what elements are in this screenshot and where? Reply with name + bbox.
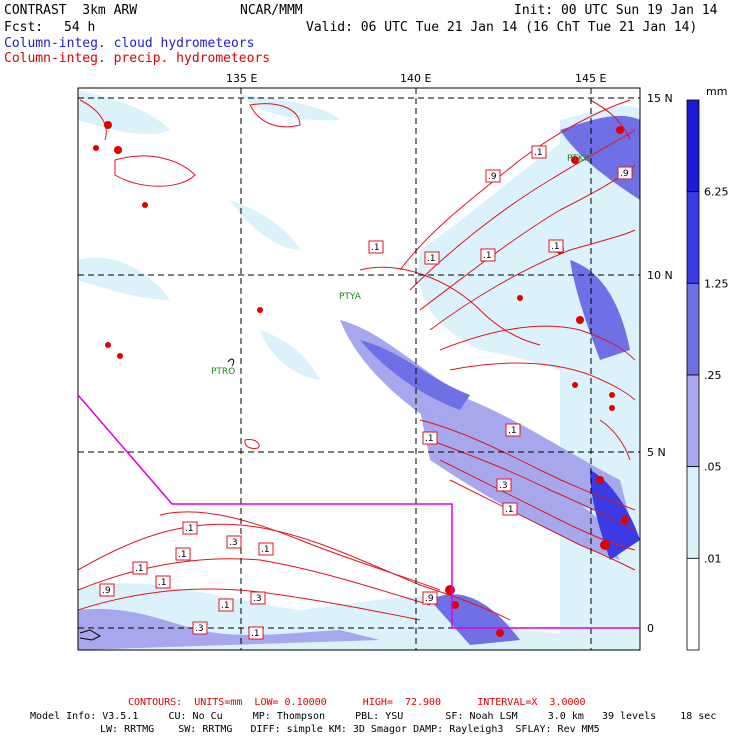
cloud-hydrometeor-shading [78, 90, 640, 650]
contour-label: .1 [508, 426, 517, 436]
contour-label-box [485, 169, 501, 183]
field-precip-title: Column-integ. precip. hydrometeors [4, 51, 271, 66]
contour-label: .1 [135, 564, 144, 574]
contour-label-box [192, 621, 208, 635]
contour-label: .1 [427, 254, 436, 264]
contour-label-box [250, 591, 266, 605]
colorbar-swatch [686, 557, 700, 651]
station-ptro: PTRO [211, 367, 235, 377]
colorbar-swatch [686, 191, 700, 284]
contour-label-box [248, 626, 264, 640]
contour-label: .9 [425, 594, 434, 604]
contour-label-box [182, 521, 198, 535]
contour-label-box [496, 478, 512, 492]
precip-maxima [93, 121, 629, 637]
contour-label: .1 [371, 243, 380, 253]
center-title: NCAR/MMM [240, 3, 303, 18]
field-cloud-title: Column-integ. cloud hydrometeors [4, 36, 255, 51]
contour-label-box [422, 591, 438, 605]
contour-label: .1 [185, 524, 194, 534]
colorbar-swatch [686, 466, 700, 559]
colorbar-label: 1.25 [704, 277, 729, 290]
contour-label-box [132, 561, 148, 575]
model-title: CONTRAST 3km ARW [4, 3, 138, 18]
physics-info: LW: RRTMG SW: RRTMG DIFF: simple KM: 3D … [100, 724, 600, 735]
contour-label-box [258, 542, 274, 556]
colorbar-unit: mm [706, 85, 727, 98]
contour-label: .1 [261, 545, 270, 555]
contour-label: .9 [102, 586, 111, 596]
contour-label: .3 [499, 481, 508, 491]
contour-label-box [368, 240, 384, 254]
map-frame [77, 87, 641, 651]
precip-contours [78, 99, 636, 621]
contour-label: .9 [488, 172, 497, 182]
colorbar-swatch [686, 374, 700, 468]
lat-lon-grid [78, 88, 640, 650]
model-info: Model Info: V3.5.1 CU: No Cu MP: Thompso… [30, 711, 717, 722]
contour-info: CONTOURS: UNITS=mm LOW= 0.10000 HIGH= 72… [128, 697, 586, 708]
contour-label: .9 [620, 169, 629, 179]
contour-label-box [226, 535, 242, 549]
contour-label-box [99, 583, 115, 597]
contour-label-box [617, 166, 633, 180]
contour-label-box [502, 502, 518, 516]
lon-label-140: 140 E [400, 72, 431, 85]
contour-label-box [422, 431, 438, 445]
colorbar-label: .25 [704, 369, 722, 382]
fcst-label: Fcst: [4, 20, 44, 35]
contour-label-box [155, 575, 171, 589]
colorbar-swatch [686, 282, 700, 376]
contour-label: .1 [534, 148, 543, 158]
station-ptkk: PTKK [567, 154, 591, 164]
lon-label-145: 145 E [575, 72, 606, 85]
contour-label: .1 [425, 434, 434, 444]
contour-label: .1 [221, 601, 230, 611]
contour-labels: .1 .1 .1 .9 .1 .9 .1 .1 .3 .1 .1 .3 .1 .1 .1 .1 .9 .3 .1 .3… [99, 145, 633, 640]
contour-label: .1 [483, 251, 492, 261]
contour-label: .3 [253, 594, 262, 604]
contour-label-box [505, 423, 521, 437]
contour-label-box [531, 145, 547, 159]
contour-label: .1 [551, 242, 560, 252]
contour-label-box [548, 239, 564, 253]
contour-label: .1 [251, 629, 260, 639]
colorbar: 6.25 1.25 .25 .05 .01 [686, 99, 729, 651]
lat-label-0: 0 [647, 622, 654, 635]
init-time: Init: 00 UTC Sun 19 Jan 14 [514, 3, 718, 18]
region-boundary [77, 394, 640, 629]
lat-label-15n: 15 N [647, 92, 673, 105]
contour-label-box [218, 598, 234, 612]
contour-label: .3 [195, 624, 204, 634]
colorbar-label: 6.25 [704, 186, 729, 199]
fcst-value: 54 h [64, 20, 96, 35]
colorbar-swatch [686, 99, 700, 193]
contour-label: .1 [158, 578, 167, 588]
colorbar-label: .01 [704, 552, 722, 565]
coastline [79, 358, 235, 641]
contour-label: .1 [178, 550, 187, 560]
colorbar-label: .05 [704, 461, 722, 474]
contour-label-box [175, 547, 191, 561]
contour-label-box [424, 251, 440, 265]
lon-label-135: 135 E [226, 72, 257, 85]
contour-label: .3 [229, 538, 238, 548]
station-ptya: PTYA [339, 292, 362, 302]
lat-label-10n: 10 N [647, 269, 673, 282]
contour-label: .1 [505, 505, 514, 515]
contour-label-box [480, 248, 496, 262]
valid-time: Valid: 06 UTC Tue 21 Jan 14 (16 ChT Tue … [306, 20, 698, 35]
lat-label-5n: 5 N [647, 446, 666, 459]
